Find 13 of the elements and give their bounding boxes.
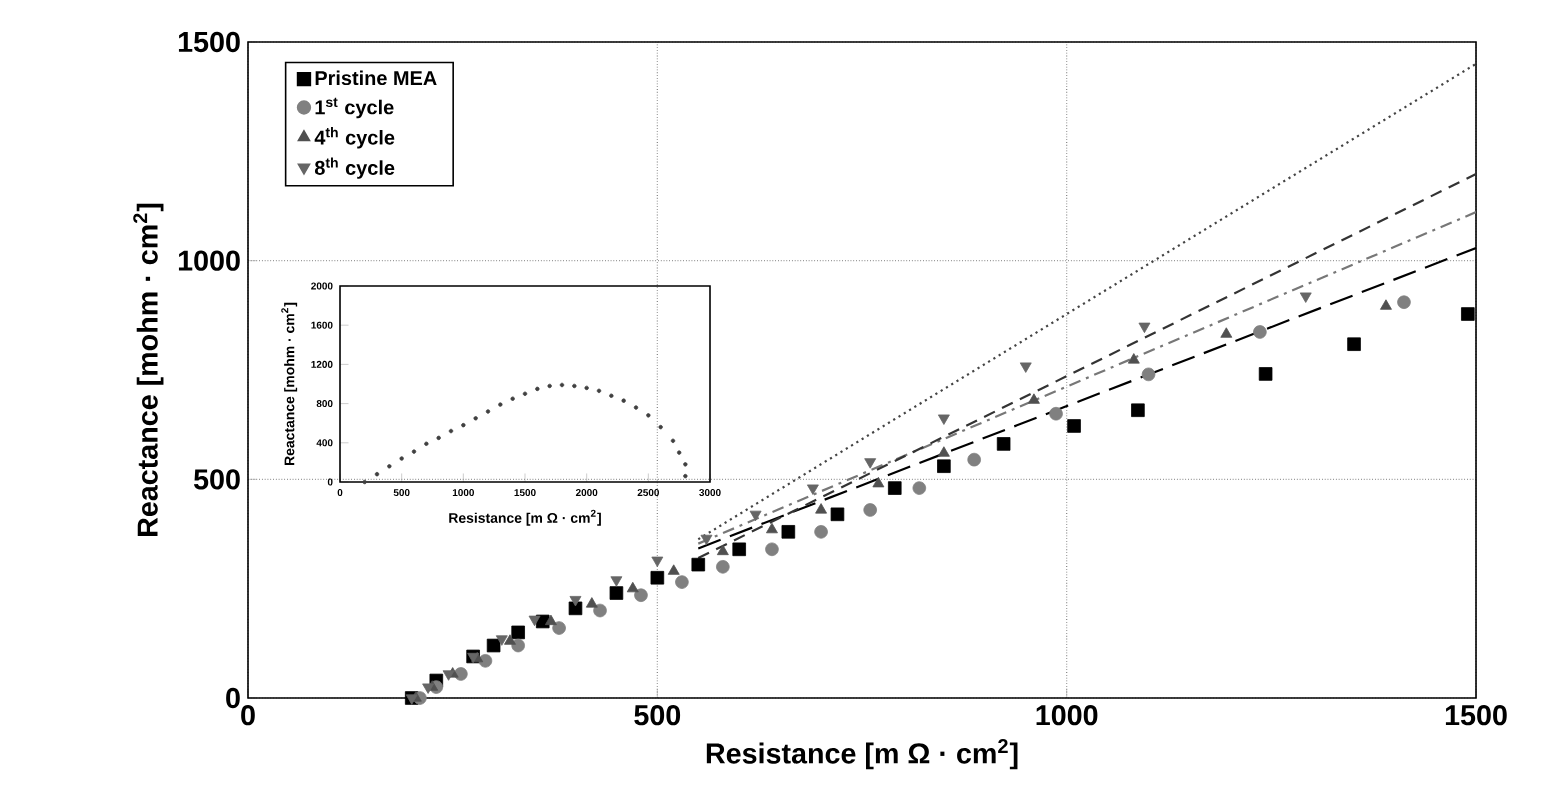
y-axis-title: Reactance [mohm · cm$^{2}$] bbox=[133, 203, 164, 536]
x-tick-label: 0 bbox=[241, 705, 255, 726]
x-tick-label: 500 bbox=[634, 705, 681, 726]
x-tick-label: 1500 bbox=[1445, 705, 1507, 726]
legend-label: 1$^{st}$ cycle bbox=[315, 97, 394, 119]
legend-label: 4$^{th}$ cycle bbox=[314, 127, 395, 149]
y-tick-label: 1500 bbox=[178, 31, 240, 53]
x-tick-label: 1000 bbox=[1036, 705, 1098, 726]
legend-label: Pristine MEA bbox=[315, 70, 437, 86]
x-axis-title: Resistance [m Ω · cm$^{2}$] bbox=[706, 739, 1018, 770]
y-tick-label: 0 bbox=[226, 687, 240, 709]
y-tick-label: 1000 bbox=[178, 250, 240, 271]
legend-label: 8$^{th}$ cycle bbox=[314, 157, 395, 179]
